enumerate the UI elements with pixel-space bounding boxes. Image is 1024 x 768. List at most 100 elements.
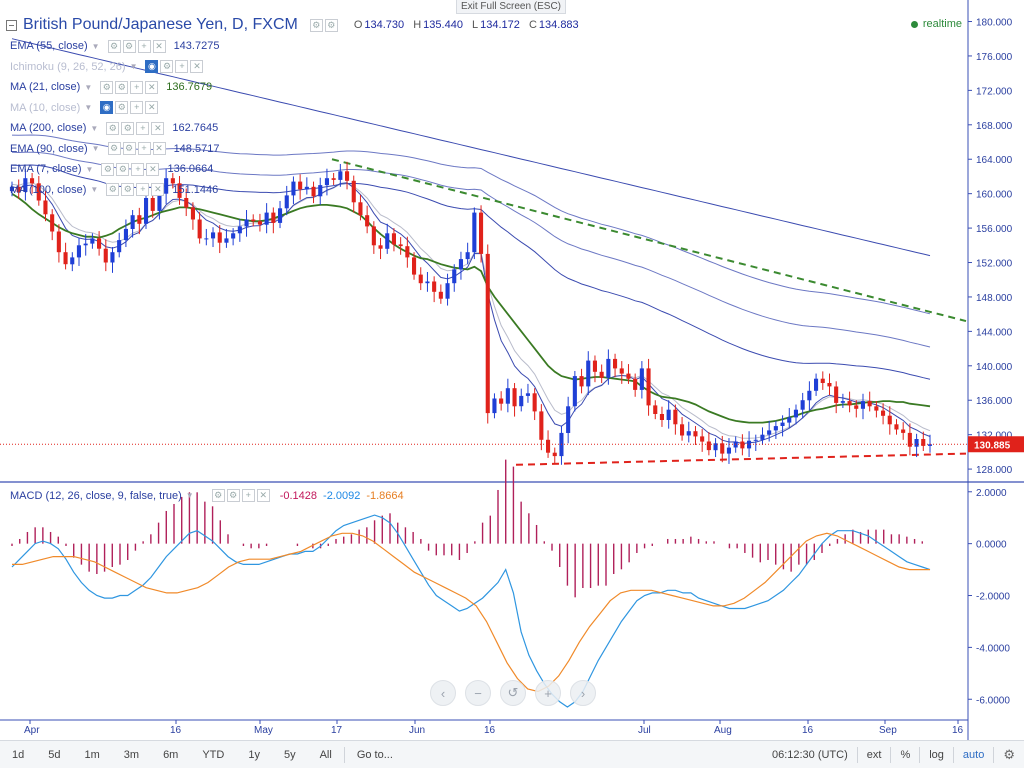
close-icon[interactable]: ✕ — [145, 80, 159, 94]
indicator-name[interactable]: Ichimoku (9, 26, 52, 26) — [10, 60, 126, 73]
settings-icon[interactable]: ⚙ — [211, 489, 225, 502]
chevron-down-icon[interactable]: ▼ — [84, 82, 93, 92]
candle-body — [673, 409, 678, 425]
add-icon[interactable]: + — [175, 60, 189, 74]
visibility-icon[interactable]: ⚙ — [107, 39, 121, 53]
add-icon[interactable]: + — [137, 142, 151, 156]
candle-body — [157, 193, 162, 211]
indicator-name[interactable]: EMA (90, close) — [10, 142, 88, 155]
zoom-in-button[interactable]: + — [535, 680, 561, 706]
range-5y-button[interactable]: 5y — [283, 748, 296, 761]
candle-body — [237, 226, 242, 234]
chevron-down-icon[interactable]: ▼ — [84, 103, 93, 113]
percent-button[interactable]: % — [900, 748, 911, 761]
chevron-down-icon[interactable]: ▼ — [85, 164, 94, 174]
chevron-down-icon[interactable]: ▼ — [91, 144, 100, 154]
close-icon[interactable]: ✕ — [151, 121, 165, 135]
range-6m-button[interactable]: 6m — [163, 748, 179, 761]
settings-icon[interactable]: ⚙ — [122, 39, 136, 53]
close-icon[interactable]: ✕ — [190, 60, 204, 74]
range-1m-button[interactable]: 1m — [84, 748, 100, 761]
chevron-down-icon[interactable]: ▼ — [90, 185, 99, 195]
format-icon[interactable]: ⚙ — [226, 489, 240, 502]
chart-background — [0, 0, 1024, 740]
settings-icon[interactable]: ⚙ — [116, 162, 130, 176]
close-icon[interactable]: ✕ — [152, 39, 166, 53]
settings-icon-2[interactable]: ⚙ — [324, 18, 338, 32]
candle-body — [700, 436, 705, 442]
visibility-icon[interactable]: ⚙ — [107, 142, 121, 156]
indicator-name[interactable]: EMA (55, close) — [10, 40, 88, 53]
macd-title[interactable]: MACD (12, 26, close, 9, false, true) — [10, 489, 182, 502]
ext-button[interactable]: ext — [866, 748, 882, 761]
add-icon[interactable]: + — [136, 121, 150, 135]
ma21-line — [11, 192, 931, 424]
visibility-icon[interactable]: ⚙ — [100, 80, 114, 94]
symbol-title[interactable]: British Pound/Japanese Yen, D, FXCM — [23, 16, 298, 33]
close-icon[interactable]: ✕ — [151, 183, 165, 197]
indicator-name[interactable]: EMA (7, close) — [10, 163, 82, 176]
clock-readout: 06:12:30 (UTC) — [771, 748, 848, 761]
open-value: 134.730 — [364, 19, 405, 31]
visibility-icon[interactable]: ⚙ — [106, 121, 120, 135]
visibility-icon[interactable]: ⚙ — [101, 162, 115, 176]
settings-icon[interactable]: ⚙ — [122, 142, 136, 156]
candle-body — [412, 257, 417, 275]
time-tick-label: Sep — [879, 725, 897, 736]
visibility-icon[interactable]: ⚙ — [106, 183, 120, 197]
range-3m-button[interactable]: 3m — [123, 748, 140, 761]
range-1d-button[interactable]: 1d — [12, 748, 25, 761]
log-button[interactable]: log — [929, 748, 944, 761]
settings-icon[interactable]: ⚙ — [121, 183, 135, 197]
price-tick-label: 132.000 — [976, 431, 1013, 442]
settings-icon[interactable]: ⚙ — [121, 121, 135, 135]
candle-body — [592, 360, 597, 372]
exit-fullscreen-button[interactable]: Exit Full Screen (ESC) — [456, 0, 566, 14]
add-icon[interactable]: + — [136, 183, 150, 197]
indicator-name[interactable]: MA (100, close) — [10, 183, 87, 196]
reset-button[interactable]: ↺ — [500, 680, 526, 706]
range-ytd-button[interactable]: YTD — [202, 748, 225, 761]
collapse-icon[interactable] — [6, 19, 17, 31]
add-icon[interactable]: + — [130, 101, 144, 115]
indicator-name[interactable]: MA (21, close) — [10, 81, 81, 94]
range-1y-button[interactable]: 1y — [248, 748, 260, 761]
add-icon[interactable]: + — [130, 80, 144, 94]
chevron-down-icon[interactable]: ▼ — [129, 62, 138, 72]
settings-icon[interactable]: ⚙ — [309, 18, 323, 32]
chevron-down-icon[interactable]: ▼ — [90, 123, 99, 133]
close-icon[interactable]: ✕ — [152, 142, 166, 156]
close-icon[interactable]: ✕ — [146, 162, 160, 176]
settings-icon[interactable]: ⚙ — [115, 80, 129, 94]
ohlc-readout: O 134.730 H 135.440 L 134.172 C 134.883 — [353, 19, 579, 31]
low-value: 134.172 — [480, 19, 520, 31]
add-icon[interactable]: + — [241, 489, 255, 502]
close-icon[interactable]: ✕ — [145, 101, 159, 115]
add-icon[interactable]: + — [131, 162, 145, 176]
goto-button[interactable]: Go to... — [356, 748, 393, 761]
chevron-down-icon[interactable]: ▼ — [91, 41, 100, 51]
zoom-out-button[interactable]: − — [465, 680, 491, 706]
candle-body — [867, 401, 872, 407]
eye-icon[interactable]: ◉ — [100, 101, 114, 115]
settings-icon[interactable]: ⚙ — [160, 60, 174, 74]
close-icon[interactable]: ✕ — [256, 489, 270, 502]
range-all-button[interactable]: All — [319, 748, 332, 761]
candle-body — [365, 215, 370, 227]
add-icon[interactable]: + — [137, 39, 151, 53]
candle-body — [566, 406, 571, 433]
indicator-name[interactable]: MA (200, close) — [10, 122, 87, 135]
auto-button[interactable]: auto — [962, 748, 985, 761]
indicator-name[interactable]: MA (10, close) — [10, 101, 81, 114]
gear-icon[interactable]: ⚙ — [1003, 746, 1015, 762]
settings-icon[interactable]: ⚙ — [115, 101, 129, 115]
chevron-down-icon[interactable]: ▼ — [185, 491, 194, 500]
candle-body — [579, 376, 584, 387]
scroll-right-button[interactable]: › — [570, 680, 596, 706]
scroll-left-button[interactable]: ‹ — [430, 680, 456, 706]
eye-icon[interactable]: ◉ — [145, 60, 159, 74]
indicator-row: EMA (7, close) ▼ ⚙ ⚙ + ✕ 136.0664 — [10, 159, 219, 180]
range-5d-button[interactable]: 5d — [48, 748, 61, 761]
candle-body — [324, 178, 329, 186]
